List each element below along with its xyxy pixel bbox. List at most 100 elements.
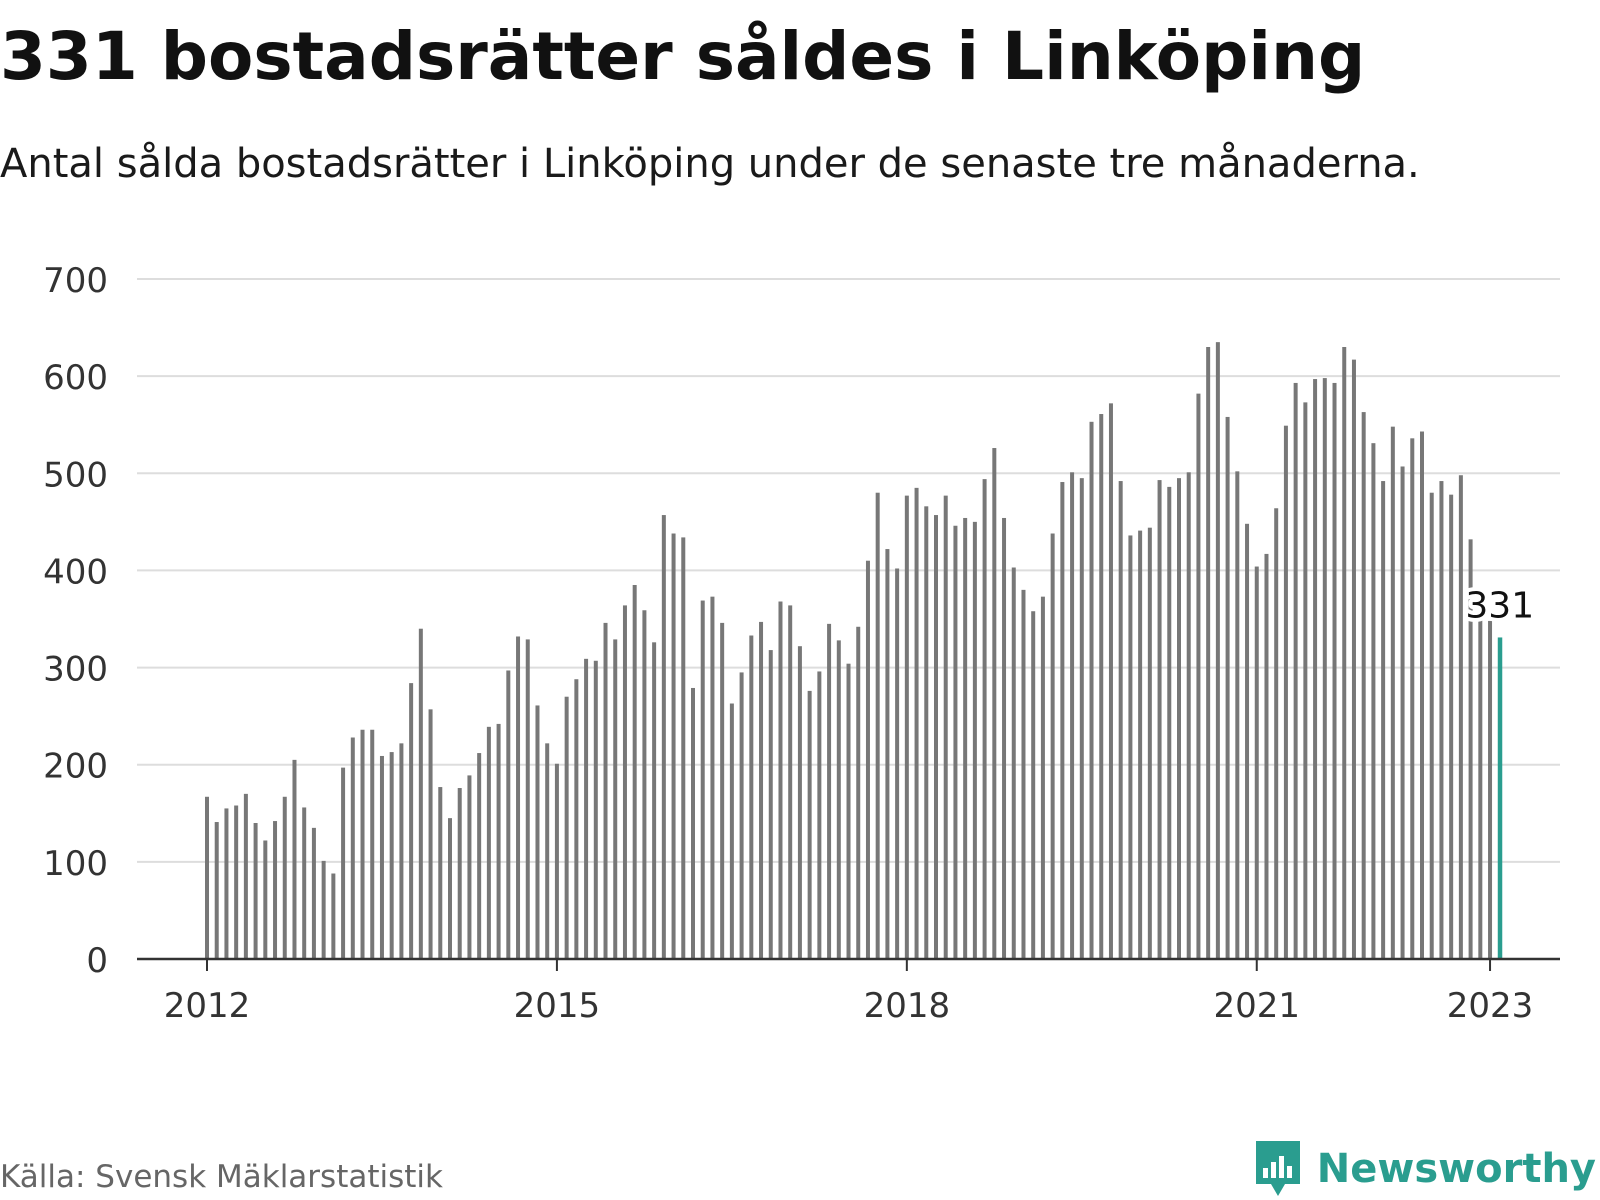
bar — [1235, 471, 1240, 959]
bar — [341, 767, 346, 959]
bar — [1225, 416, 1230, 959]
y-tick-label: 400 — [43, 552, 108, 592]
y-tick-label: 600 — [43, 358, 108, 398]
bar — [545, 743, 550, 959]
bar — [681, 537, 686, 959]
bar — [1410, 438, 1415, 959]
y-tick-label: 700 — [43, 261, 108, 301]
bar — [1108, 403, 1113, 959]
bar — [1128, 535, 1133, 959]
bar — [846, 663, 851, 959]
highlighted-bar — [1497, 637, 1503, 959]
bar — [554, 763, 559, 959]
bar — [972, 521, 977, 959]
x-tick-label: 2023 — [1447, 986, 1534, 1026]
bar — [1322, 378, 1327, 960]
bar — [1274, 508, 1279, 959]
bar — [243, 793, 248, 959]
bar — [1420, 431, 1424, 959]
bar — [1245, 523, 1250, 959]
bar — [399, 743, 404, 959]
bar-chart-speech-bubble-icon — [1255, 1141, 1300, 1196]
bar — [953, 525, 958, 959]
bar — [1429, 492, 1434, 959]
bar — [1449, 494, 1454, 959]
brand-logo: Newsworthy — [1253, 1138, 1596, 1200]
bar — [1099, 414, 1104, 959]
bar — [1196, 393, 1201, 960]
y-axis-tick-labels: 0 100 200 300 400 500 600 700 — [43, 261, 108, 981]
bar — [273, 821, 278, 959]
bar — [331, 873, 336, 959]
y-tick-label: 0 — [86, 941, 108, 981]
bar — [632, 585, 637, 959]
bar — [350, 737, 355, 959]
bar — [885, 549, 890, 959]
bar — [934, 515, 938, 959]
bar — [759, 621, 764, 959]
x-tick-label: 2021 — [1213, 986, 1300, 1026]
bar — [788, 605, 793, 959]
x-tick-label: 2012 — [164, 986, 251, 1026]
bar — [1390, 426, 1395, 960]
bar — [720, 622, 725, 959]
bar — [613, 639, 618, 959]
bar — [1381, 481, 1386, 959]
bar — [807, 690, 812, 959]
bar — [224, 808, 229, 959]
bar — [671, 533, 676, 959]
bar — [234, 805, 239, 959]
bar — [1089, 421, 1094, 959]
bar — [467, 775, 472, 959]
bar — [914, 487, 919, 959]
highlight-value-label: 331 — [1465, 585, 1534, 626]
bar — [1215, 342, 1220, 960]
bar — [214, 822, 219, 959]
bar — [438, 787, 443, 959]
bar — [457, 788, 462, 959]
bars — [205, 342, 1503, 960]
bar — [768, 650, 773, 959]
bar — [895, 568, 900, 959]
chart-title: 331 bostadsrätter såldes i Linköping — [0, 18, 1366, 95]
x-tick-label: 2018 — [864, 986, 951, 1026]
x-tick-label: 2015 — [514, 986, 601, 1026]
x-axis-ticks: 2012 2015 2018 2021 2023 — [164, 959, 1534, 1026]
brand-name: Newsworthy — [1316, 1146, 1596, 1192]
bar — [282, 796, 287, 959]
y-tick-label: 500 — [43, 455, 108, 495]
bar — [739, 672, 744, 959]
annotations: 331 — [1461, 581, 1538, 630]
bar — [448, 818, 452, 959]
bar — [943, 495, 948, 959]
bar — [1147, 527, 1152, 959]
bar — [564, 696, 569, 959]
bar — [486, 726, 491, 959]
bar — [875, 492, 880, 959]
bar — [1031, 611, 1036, 959]
bar — [710, 596, 715, 959]
bar — [700, 600, 705, 959]
bar — [1254, 566, 1259, 959]
bar — [1157, 480, 1162, 959]
bar — [1293, 382, 1298, 959]
bar — [963, 517, 968, 959]
bar — [1138, 530, 1143, 959]
bar — [389, 752, 394, 959]
bar — [1283, 425, 1288, 960]
bar — [370, 729, 375, 959]
bar — [1313, 379, 1318, 959]
bar — [603, 622, 608, 959]
bar — [1167, 486, 1172, 959]
bar — [836, 640, 841, 959]
bar — [477, 753, 482, 959]
bar — [516, 636, 521, 959]
bar — [1264, 553, 1269, 959]
bar — [205, 796, 209, 959]
source-note: Källa: Svensk Mäklarstatistik — [0, 1159, 443, 1195]
bar — [574, 679, 579, 959]
bar — [1439, 481, 1444, 959]
bar — [1332, 382, 1337, 959]
bar — [428, 709, 433, 959]
